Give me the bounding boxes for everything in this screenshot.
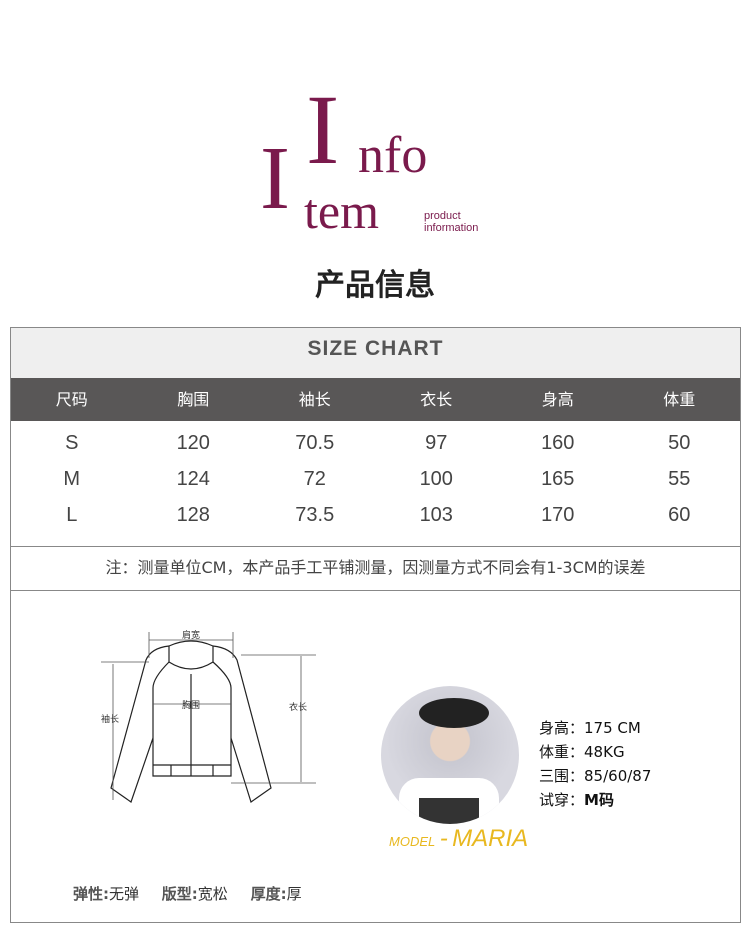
column-header: 身高 [541,390,574,409]
label-sleeve: 袖长 [101,713,119,725]
cell: 97 [425,432,448,454]
size-chart-panel: SIZE CHART 尺码 胸围 袖长 衣长 身高 体重 S 120 70.5 97 1… [10,327,741,923]
logo-nfo: nfo [358,127,428,184]
collar [168,640,214,670]
attributes: 弹性:无弹 版型:宽松 厚度:厚 [73,883,320,904]
cell: 70.5 [295,432,335,454]
measurement-note: 注：测量单位CM，本产品手工平铺测量，因测量方式不同会有1-3CM的误差 [11,547,740,591]
table-row: S 120 70.5 97 160 50 [11,425,740,461]
model-prefix: MODEL [389,834,436,849]
cell: 100 [419,468,453,490]
model-name-text: MARIA [452,825,529,852]
stat-measurements: 三围：85/60/87 [539,767,652,785]
info-item-logo: I nfo I tem product information [258,80,498,246]
raglan-seams [152,661,232,738]
attr-thickness: 厚度:厚 [250,885,302,903]
cell: 60 [668,504,691,526]
cell: S [65,432,79,454]
size-chart-title: SIZE CHART [11,328,740,378]
page-heading: 产品信息 [315,268,435,303]
logo-sub-2: information [424,222,479,234]
hem-band [153,764,231,776]
label-shoulder: 肩宽 [182,629,200,641]
column-header: 尺码 [55,390,88,409]
cell: 73.5 [295,504,335,526]
table-row: M 124 72 100 165 55 [11,461,740,497]
cell: M [63,468,81,490]
label-chest: 胸围 [182,699,200,711]
model-stats: 身高：175 CM 体重：48KG 三围：85/60/87 试穿：M码 [539,716,651,812]
column-header: 体重 [663,390,696,409]
cell: 72 [303,468,326,490]
jacket-outline [110,645,272,803]
attr-fit: 版型:宽松 [161,885,228,903]
cell: 160 [541,432,575,454]
label-length: 衣长 [289,701,307,713]
table-row: L 128 73.5 103 170 60 [11,497,740,533]
cell: 165 [541,468,575,490]
model-name: MODEL - MARIA [389,825,528,853]
cell: 120 [176,432,210,454]
logo-letter-i2: I [260,129,290,228]
cell: L [66,504,78,526]
column-header: 胸围 [177,390,210,409]
column-header: 衣长 [420,390,453,409]
model-photo [381,686,519,824]
cell: 170 [541,504,575,526]
stat-fit-size: 试穿：M码 [539,791,614,809]
cell: 50 [668,432,691,454]
model-dash: - [439,825,448,852]
column-header: 袖长 [298,390,331,409]
logo-letter-i: I [306,74,340,185]
logo-tem: tem [304,183,379,239]
stat-weight: 体重：48KG [539,743,625,761]
attr-elasticity: 弹性:无弹 [73,885,140,903]
stat-height: 身高：175 CM [539,719,641,737]
table-header: 尺码 胸围 袖长 衣长 身高 体重 [11,378,740,421]
cell: 124 [176,468,210,490]
logo-sub-1: product [424,210,461,222]
jacket-diagram: 肩宽 胸围 袖长 衣长 [101,629,316,803]
cell: 103 [419,504,453,526]
cell: 128 [176,504,210,526]
table-body: S 120 70.5 97 160 50 M 124 72 100 165 55 L 128 73.5 1… [11,421,740,547]
cell: 55 [668,468,691,490]
logo-subtitle: product information [424,210,478,234]
